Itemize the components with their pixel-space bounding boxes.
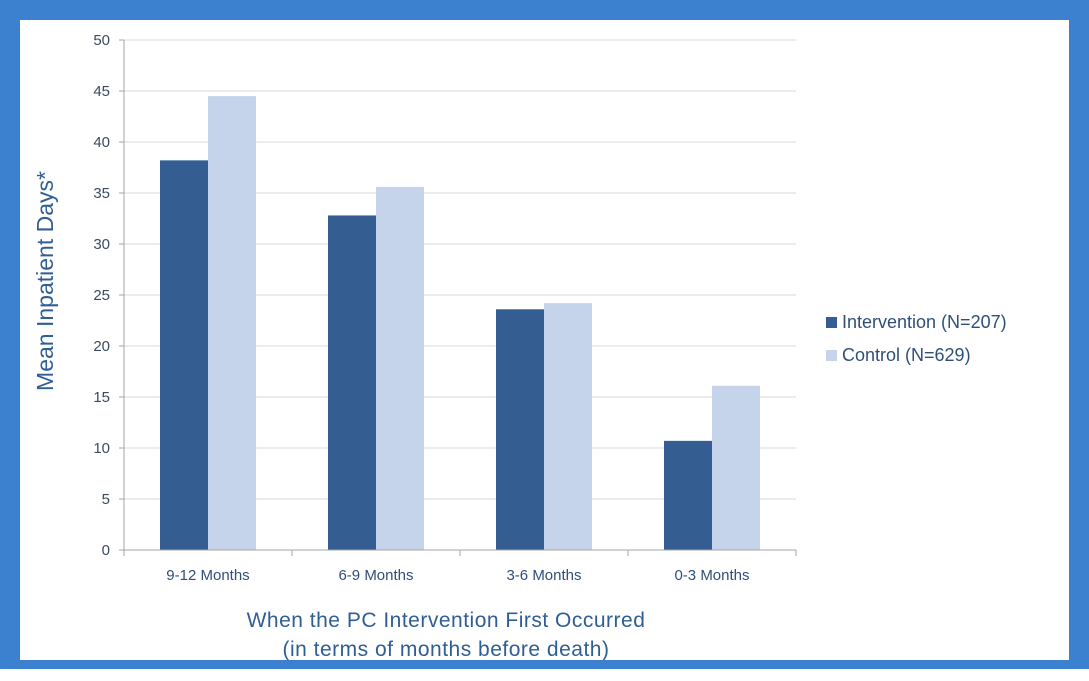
legend-swatch-control <box>826 350 837 361</box>
bar-intervention <box>664 440 712 550</box>
legend-label-intervention: Intervention (N=207) <box>842 312 1007 332</box>
y-tick-label: 45 <box>93 83 110 100</box>
frame-border-left <box>0 0 20 666</box>
y-tick-label: 25 <box>93 287 110 304</box>
y-tick-label: 5 <box>102 491 110 508</box>
y-tick-label: 50 <box>93 32 110 49</box>
x-axis-title-subtitle: (in terms of months before death) <box>283 638 610 660</box>
y-tick-label: 40 <box>93 134 110 151</box>
x-category-label: 0-3 Months <box>674 567 749 584</box>
y-tick-label: 15 <box>93 389 110 406</box>
bar-control <box>208 96 256 550</box>
bar-control <box>544 303 592 550</box>
y-tick-labels: 0 5 10 15 20 25 30 35 40 45 50 <box>93 32 110 559</box>
y-tick-label: 20 <box>93 338 110 355</box>
legend-swatch-intervention <box>826 317 837 328</box>
frame-border-bottom <box>0 660 1089 669</box>
x-category-label: 6-9 Months <box>338 567 413 584</box>
y-tick-label: 35 <box>93 185 110 202</box>
bar-control <box>712 385 760 550</box>
legend: Intervention (N=207) Control (N=629) <box>826 312 1007 365</box>
x-category-label: 9-12 Months <box>166 567 249 584</box>
y-tick-label: 0 <box>102 542 110 559</box>
y-tick-label: 30 <box>93 236 110 253</box>
bar-intervention <box>328 215 376 550</box>
y-axis-title: Mean Inpatient Days* <box>32 171 58 391</box>
axes <box>119 39 797 556</box>
x-category-label: 3-6 Months <box>506 567 581 584</box>
page-margin <box>0 669 1089 681</box>
x-category-labels: 9-12 Months 6-9 Months 3-6 Months 0-3 Month… <box>166 567 749 584</box>
bar-control <box>376 186 424 550</box>
bar-intervention <box>160 160 208 551</box>
x-axis-title: When the PC Intervention First Occurred <box>247 609 646 632</box>
bar-chart: 0 5 10 15 20 25 30 35 40 45 50 9-12 Months 6-9 Mont… <box>32 32 1007 660</box>
legend-label-control: Control (N=629) <box>842 345 971 365</box>
frame-border-right <box>1069 0 1089 666</box>
bar-intervention <box>496 309 544 550</box>
frame-border-top <box>0 0 1089 20</box>
y-tick-label: 10 <box>93 440 110 457</box>
bars <box>160 96 760 551</box>
